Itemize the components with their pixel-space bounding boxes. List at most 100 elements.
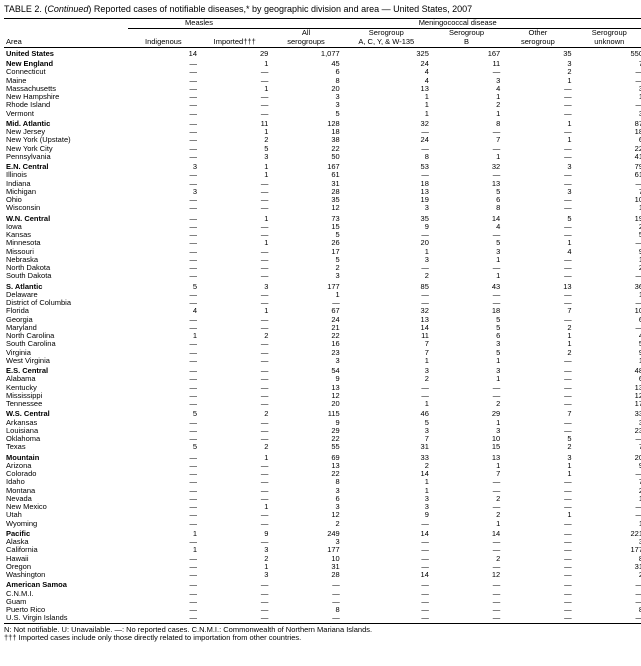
cell-value: 5 <box>342 419 431 427</box>
cell-value: — <box>199 419 270 427</box>
cell-value: 6 <box>431 196 502 204</box>
table-row: Delaware——1———1 <box>4 291 641 299</box>
cell-value: 29 <box>431 408 502 418</box>
cell-value: 3 <box>431 77 502 85</box>
cell-value: 9 <box>574 248 641 256</box>
cell-value: 35 <box>342 213 431 223</box>
cell-value: 9 <box>574 349 641 357</box>
cell-value: — <box>128 85 199 93</box>
cell-value: 2 <box>270 520 341 528</box>
cell-value: 5 <box>270 256 341 264</box>
table-row: Mississippi——12———12 <box>4 392 641 400</box>
cell-value: — <box>270 614 341 623</box>
cell-value: 3 <box>431 248 502 256</box>
cell-value: 2 <box>502 349 573 357</box>
cell-value: — <box>502 571 573 579</box>
cell-value: 12 <box>270 204 341 212</box>
cell-value: — <box>199 487 270 495</box>
cell-value: 11 <box>199 118 270 128</box>
cell-value: — <box>199 392 270 400</box>
table-row: Wisconsin——1238—1 <box>4 204 641 212</box>
cell-value: 5 <box>270 110 341 118</box>
cell-value: 2 <box>199 443 270 451</box>
cell-value: — <box>431 503 502 511</box>
cell-value: 7 <box>431 470 502 478</box>
cell-value: 1 <box>502 118 573 128</box>
cell-value: — <box>342 606 431 614</box>
cell-value: — <box>199 365 270 375</box>
cell-value: 28 <box>270 571 341 579</box>
cell-value: — <box>199 248 270 256</box>
cell-value: 14 <box>431 528 502 538</box>
table-row: S. Atlantic5317785431336 <box>4 281 641 291</box>
cell-value: 1 <box>128 528 199 538</box>
cell-value: — <box>431 598 502 606</box>
title-continued: Continued <box>47 4 88 14</box>
table-row: C.N.M.I.——————— <box>4 590 641 598</box>
cell-value: — <box>128 384 199 392</box>
cell-value: — <box>128 340 199 348</box>
cell-value: — <box>342 614 431 623</box>
cell-value: — <box>574 101 641 109</box>
cell-value: 14 <box>342 528 431 538</box>
cell-value: 1 <box>574 495 641 503</box>
cell-value: 3 <box>270 487 341 495</box>
cell-value: 4 <box>431 223 502 231</box>
cell-value: 7 <box>574 58 641 68</box>
cell-value: 4 <box>128 307 199 315</box>
cell-value: 6 <box>574 375 641 383</box>
cell-value: 14 <box>342 324 431 332</box>
cell-value: 4 <box>342 77 431 85</box>
cell-value: — <box>502 291 573 299</box>
cell-value: 10 <box>574 196 641 204</box>
table-row: Georgia——24135—6 <box>4 316 641 324</box>
cell-value: 1 <box>431 93 502 101</box>
cell-value: 22 <box>270 470 341 478</box>
cell-value: 221 <box>574 528 641 538</box>
cell-value: — <box>342 598 431 606</box>
cell-value: 22 <box>574 145 641 153</box>
cell-value: — <box>342 579 431 589</box>
cell-value: — <box>502 153 573 161</box>
cell-value: — <box>128 264 199 272</box>
cell-value: — <box>502 231 573 239</box>
table-row: Arkansas——951—3 <box>4 419 641 427</box>
table-row: Alabama——921—6 <box>4 375 641 383</box>
cell-value: 2 <box>342 462 431 470</box>
cell-value: 1 <box>574 520 641 528</box>
cell-value: 48 <box>574 365 641 375</box>
cell-value: — <box>128 145 199 153</box>
cell-value: 12 <box>574 392 641 400</box>
table-row: Massachusetts—120134—3 <box>4 85 641 93</box>
table-row: Louisiana——2933—23 <box>4 427 641 435</box>
cell-value: — <box>502 614 573 623</box>
cell-value: 12 <box>270 511 341 519</box>
cell-value: — <box>502 204 573 212</box>
cell-value: 3 <box>270 272 341 280</box>
table-row: Nebraska——531—1 <box>4 256 641 264</box>
cell-value: 1 <box>431 357 502 365</box>
cell-value: 13 <box>574 384 641 392</box>
cell-value: 2 <box>199 136 270 144</box>
cell-value: 1 <box>342 248 431 256</box>
table-row: Idaho——81——7 <box>4 478 641 486</box>
cell-value: 7 <box>431 136 502 144</box>
cell-value: — <box>128 136 199 144</box>
cell-value: — <box>502 598 573 606</box>
cell-area: U.S. Virgin Islands <box>4 614 128 623</box>
cell-value: 17 <box>574 400 641 408</box>
cell-value: 6 <box>270 495 341 503</box>
cell-value: — <box>431 384 502 392</box>
cell-value: — <box>128 77 199 85</box>
cell-value: — <box>502 520 573 528</box>
table-row: Indiana——311813—— <box>4 180 641 188</box>
cell-value: — <box>574 614 641 623</box>
cell-value: 1 <box>199 563 270 571</box>
cell-value: 18 <box>574 128 641 136</box>
cell-value: — <box>342 546 431 554</box>
cell-value: 5 <box>431 239 502 247</box>
cell-value: — <box>574 590 641 598</box>
cell-value: 5 <box>128 443 199 451</box>
cell-value: 20 <box>574 452 641 462</box>
cell-value: — <box>502 555 573 563</box>
